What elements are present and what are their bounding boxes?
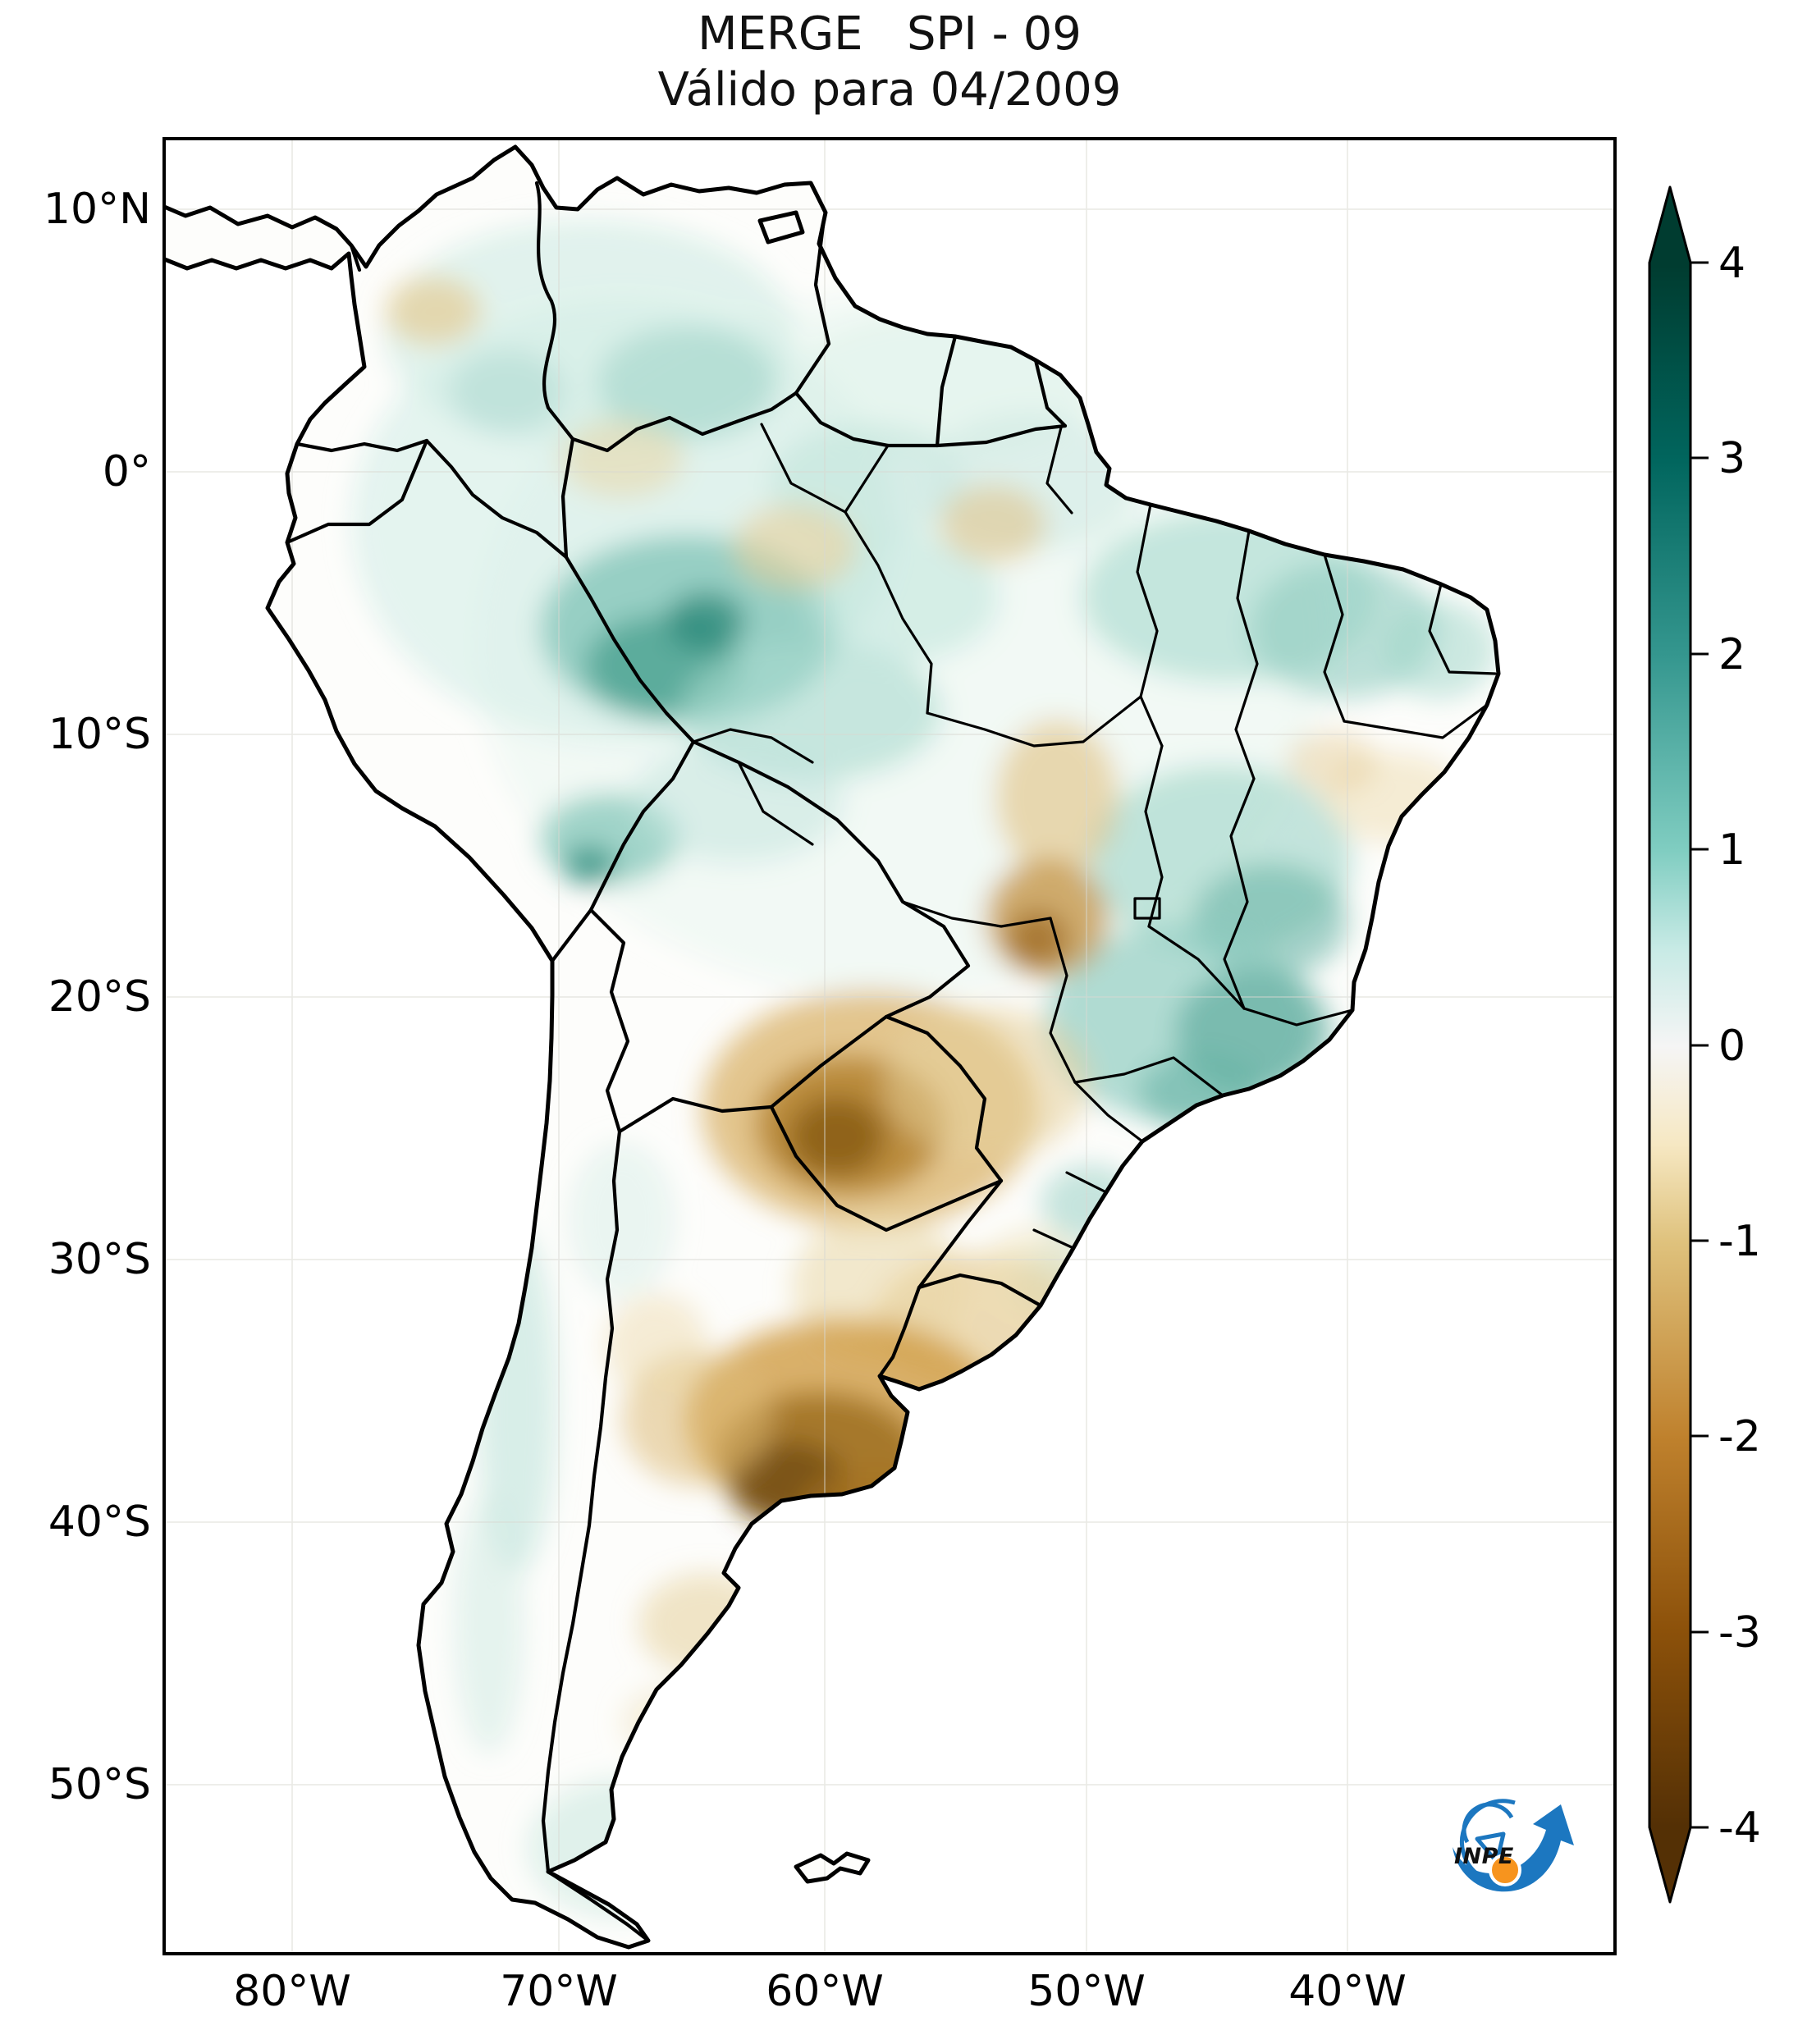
- colorbar-label-m1: -1: [1718, 1217, 1761, 1266]
- inpe-logo: INPE: [1436, 1793, 1581, 1901]
- inpe-logo-down-arrow-icon: [1475, 1831, 1506, 1864]
- colorbar-label-0: 0: [1718, 1022, 1745, 1071]
- colorbar-label-4: 4: [1718, 239, 1745, 288]
- colorbar-label-1: 1: [1718, 825, 1745, 875]
- state-borders: [692, 423, 1497, 1250]
- inpe-logo-swoosh-arrow-icon: [1453, 1804, 1574, 1892]
- lat-tick-10n: 10°N: [43, 185, 151, 234]
- title-block: MERGE SPI - 09 Válido para 04/2009: [162, 7, 1617, 118]
- lon-tick-40w: 40°W: [1288, 1967, 1407, 2016]
- lat-tick-40s: 40°S: [48, 1498, 151, 1547]
- lon-tick-60w: 60°W: [766, 1967, 884, 2016]
- figure-subtitle: Válido para 04/2009: [657, 63, 1122, 117]
- map-panel: [162, 137, 1617, 1955]
- lat-tick-0: 0°: [102, 447, 151, 496]
- lat-tick-10s: 10°S: [48, 710, 151, 759]
- colorbar-label-2: 2: [1718, 630, 1745, 679]
- colorbar-label-3: 3: [1718, 434, 1745, 483]
- inpe-logo-orange-ball-icon: [1489, 1854, 1521, 1886]
- colorbar-gradient: [1648, 185, 1692, 1904]
- inpe-logo-inner-arc: [1462, 1802, 1514, 1844]
- colorbar-label-m2: -2: [1718, 1412, 1761, 1461]
- inpe-logo-text: INPE: [1454, 1844, 1514, 1869]
- spi-raster: [162, 147, 1498, 1947]
- graticule: [162, 137, 1617, 1955]
- lat-tick-20s: 20°S: [48, 972, 151, 1022]
- lat-tick-50s: 50°S: [48, 1760, 151, 1809]
- map-canvas: [162, 137, 1617, 1955]
- figure-title: MERGE SPI - 09: [698, 7, 1082, 61]
- lon-tick-50w: 50°W: [1027, 1967, 1146, 2016]
- colorbar-label-m3: -3: [1718, 1608, 1761, 1658]
- colorbar-label-m4: -4: [1718, 1804, 1761, 1853]
- map-frame-border: [162, 137, 1617, 1955]
- lon-tick-80w: 80°W: [233, 1967, 351, 2016]
- colorbar: 4 3 2 1 0 -1 -2 -3 -4: [1633, 176, 1797, 1916]
- colorbar-ticks: [1690, 261, 1709, 1829]
- lat-tick-30s: 30°S: [48, 1235, 151, 1284]
- country-borders: [285, 181, 1068, 1943]
- lon-tick-70w: 70°W: [500, 1967, 618, 2016]
